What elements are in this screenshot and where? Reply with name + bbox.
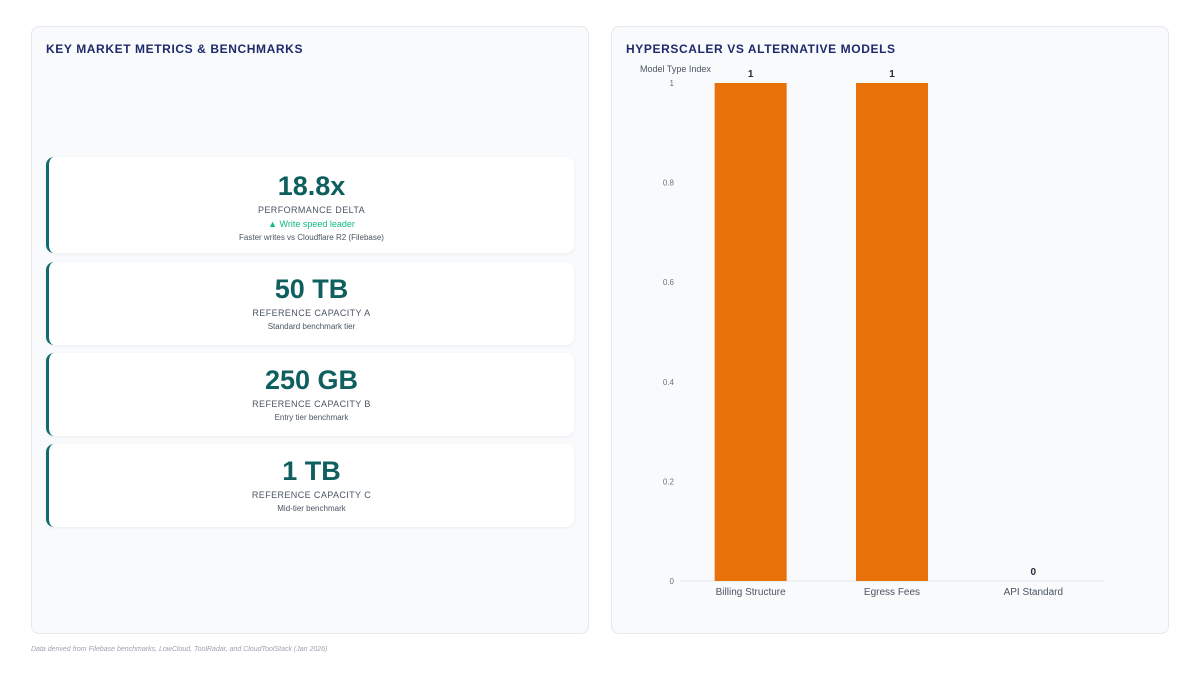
kpi-card-reference-capacity-c: 1 TB REFERENCE CAPACITY C Mid-tier bench… — [46, 444, 574, 527]
x-tick-label: Billing Structure — [716, 587, 786, 598]
data-label: 1 — [889, 69, 895, 80]
x-tick-label: Egress Fees — [864, 587, 920, 598]
kpi-note: Faster writes vs Cloudflare R2 (Filebase… — [239, 233, 384, 242]
y-tick-label: 0.8 — [663, 179, 675, 188]
kpi-card-reference-capacity-a: 50 TB REFERENCE CAPACITY A Standard benc… — [46, 262, 574, 345]
chart-panel: HYPERSCALER VS ALTERNATIVE MODELS Model … — [611, 26, 1169, 634]
y-tick-label: 0.2 — [663, 477, 675, 486]
kpi-label: REFERENCE CAPACITY A — [252, 308, 371, 318]
y-tick-label: 0 — [670, 577, 675, 586]
data-labels: 1 1 0 — [748, 69, 1037, 578]
kpi-note: Standard benchmark tier — [267, 322, 356, 331]
x-tick-label: API Standard — [1004, 587, 1063, 598]
bar — [856, 83, 928, 581]
kpi-value: 250 GB — [264, 365, 359, 395]
kpi-card-reference-capacity-b: 250 GB REFERENCE CAPACITY B Entry tier b… — [46, 353, 574, 436]
data-label: 0 — [1031, 567, 1037, 578]
bar-chart: Model Type Index 0 0.2 0.4 0.6 0.8 1 1 1 0 Bill… — [640, 64, 1104, 598]
source-note: Data derived from Filebase benchmarks, L… — [31, 646, 328, 653]
y-ticks: 0 0.2 0.4 0.6 0.8 1 — [663, 79, 675, 586]
kpi-note: Entry tier benchmark — [274, 413, 349, 422]
kpi-card-performance-delta: 18.8x PERFORMANCE DELTA ▲ Write speed le… — [46, 157, 574, 253]
chart-panel-title: HYPERSCALER VS ALTERNATIVE MODELS — [626, 42, 896, 56]
data-label: 1 — [748, 69, 754, 80]
bar — [714, 83, 787, 581]
kpi-label: REFERENCE CAPACITY B — [252, 399, 371, 409]
kpi-value: 50 TB — [274, 274, 349, 304]
kpi-label: PERFORMANCE DELTA — [258, 205, 365, 215]
bars — [714, 83, 928, 581]
kpi-note: Mid-tier benchmark — [277, 504, 346, 513]
kpi-label: REFERENCE CAPACITY C — [251, 490, 372, 500]
y-tick-label: 1 — [670, 79, 675, 88]
kpi-value: 18.8x — [277, 171, 346, 201]
metrics-panel: KEY MARKET METRICS & BENCHMARKS 18.8x PE… — [31, 26, 589, 634]
y-axis-label: Model Type Index — [640, 64, 711, 74]
kpi-value: 1 TB — [282, 456, 341, 486]
x-ticks: Billing Structure Egress Fees API Standard — [716, 587, 1063, 598]
metrics-panel-title: KEY MARKET METRICS & BENCHMARKS — [46, 42, 304, 56]
kpi-delta: ▲ Write speed leader — [268, 219, 355, 229]
y-tick-label: 0.6 — [663, 278, 675, 287]
y-tick-label: 0.4 — [663, 378, 675, 387]
